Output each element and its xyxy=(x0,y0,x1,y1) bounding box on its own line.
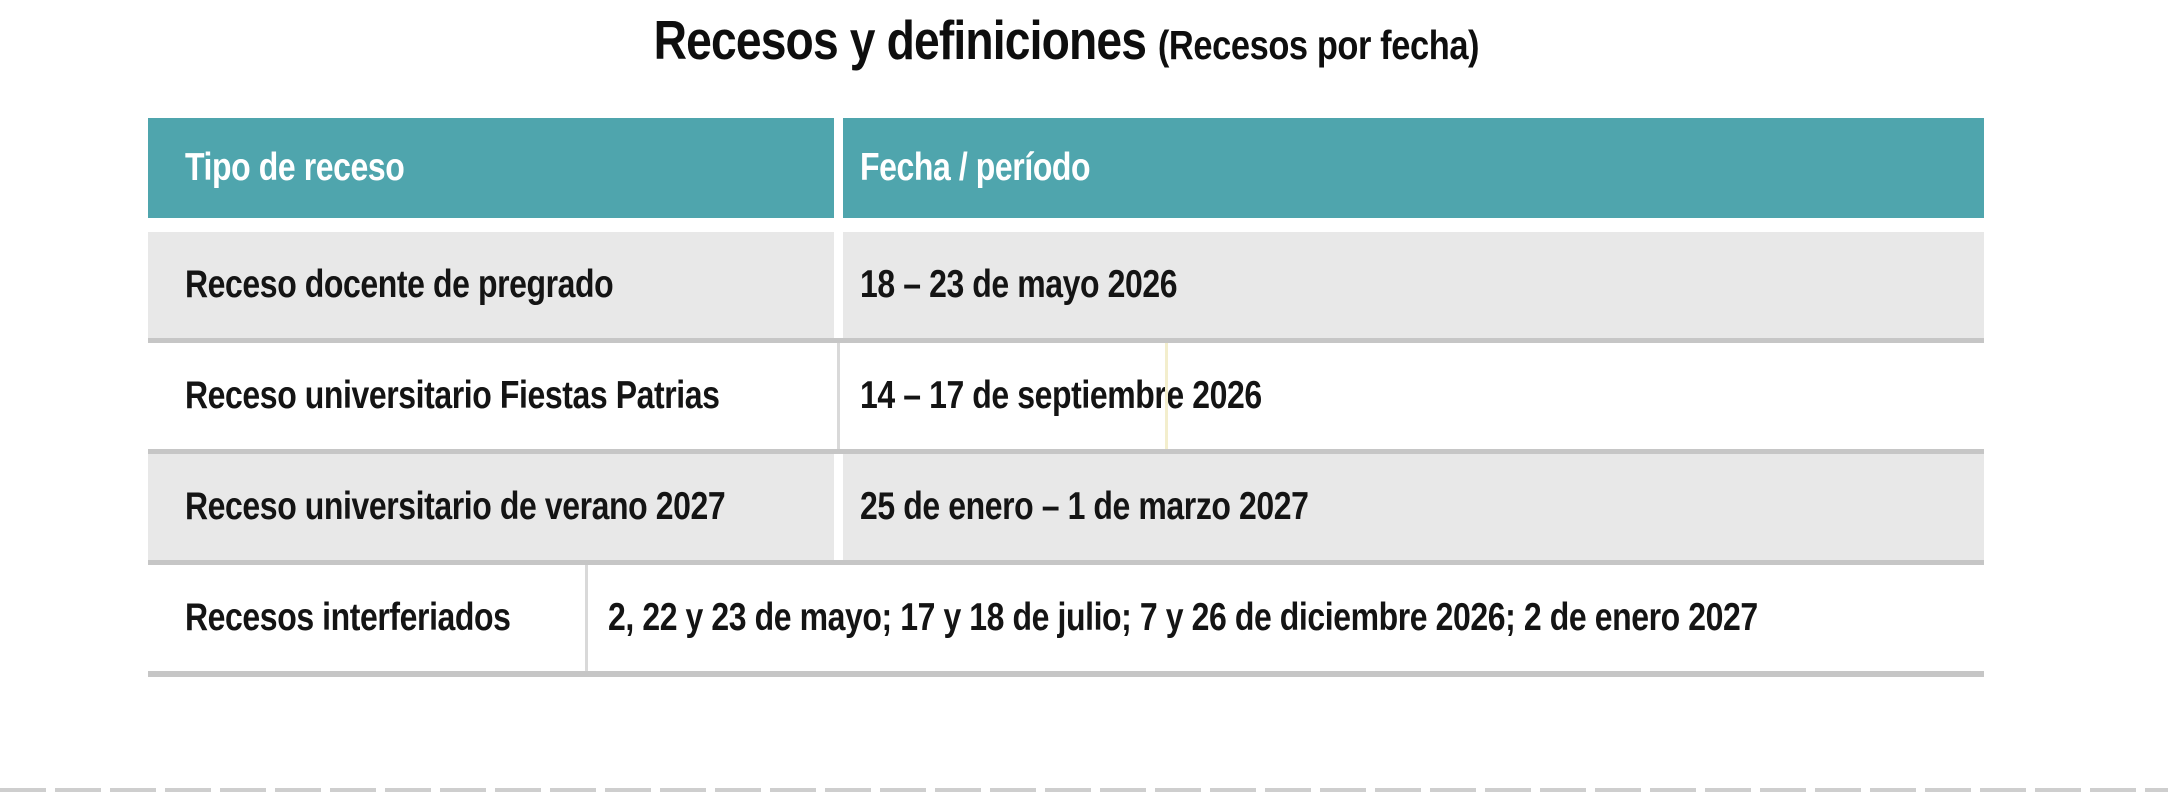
recesos-table: Tipo de receso Fecha / período Receso do… xyxy=(148,118,1984,677)
cell-fecha-text: 25 de enero – 1 de marzo 2027 xyxy=(860,485,1309,528)
title-main: Recesos y definiciones xyxy=(653,9,1146,71)
table-header-row: Tipo de receso Fecha / período xyxy=(148,118,1984,218)
table-row: Receso universitario Fiestas Patrias 14 … xyxy=(148,343,1984,449)
column-divider xyxy=(582,565,592,671)
column-header-tipo-label: Tipo de receso xyxy=(185,146,405,189)
table-bottom-border xyxy=(148,671,1984,677)
column-header-fecha: Fecha / período xyxy=(843,118,1984,218)
cell-tipo-text: Receso universitario Fiestas Patrias xyxy=(185,374,720,417)
header-body-gap xyxy=(148,218,1984,232)
page-title: Recesos y definiciones (Recesos por fech… xyxy=(148,8,1984,72)
page-bottom-edge-line xyxy=(0,788,2168,792)
cell-fecha: 18 – 23 de mayo 2026 xyxy=(843,232,1984,338)
row-separator xyxy=(148,338,1984,343)
cell-tipo-text: Receso universitario de verano 2027 xyxy=(185,485,726,528)
row-separator xyxy=(148,449,1984,454)
cell-tipo: Receso universitario de verano 2027 xyxy=(148,454,834,560)
cell-tipo-text: Receso docente de pregrado xyxy=(185,263,614,306)
faint-artifact-line xyxy=(1165,343,1168,449)
column-header-fecha-label: Fecha / período xyxy=(860,146,1091,189)
cell-fecha: 25 de enero – 1 de marzo 2027 xyxy=(843,454,1984,560)
cell-tipo: Receso docente de pregrado xyxy=(148,232,834,338)
cell-fecha-text: 2, 22 y 23 de mayo; 17 y 18 de julio; 7 … xyxy=(608,596,1758,639)
title-sub: (Recesos por fecha) xyxy=(1157,22,1480,68)
column-header-tipo: Tipo de receso xyxy=(148,118,834,218)
row-separator xyxy=(148,560,1984,565)
cell-fecha-text: 18 – 23 de mayo 2026 xyxy=(860,263,1178,306)
table-row: Receso universitario de verano 2027 25 d… xyxy=(148,454,1984,560)
cell-fecha-text: 14 – 17 de septiembre 2026 xyxy=(860,374,1262,417)
column-divider xyxy=(834,343,843,449)
table-row: Recesos interferiados 2, 22 y 23 de mayo… xyxy=(148,565,1984,671)
column-divider xyxy=(834,232,843,338)
table-row: Receso docente de pregrado 18 – 23 de ma… xyxy=(148,232,1984,338)
cell-fecha: 14 – 17 de septiembre 2026 xyxy=(843,343,1984,449)
cell-tipo: Receso universitario Fiestas Patrias xyxy=(148,343,834,449)
cell-fecha: 2, 22 y 23 de mayo; 17 y 18 de julio; 7 … xyxy=(591,565,2010,671)
title-row: Recesos y definiciones (Recesos por fech… xyxy=(653,8,1480,72)
column-divider xyxy=(834,118,843,218)
cell-tipo-text: Recesos interferiados xyxy=(185,596,511,639)
cell-tipo: Recesos interferiados xyxy=(148,565,582,671)
column-divider xyxy=(834,454,843,560)
